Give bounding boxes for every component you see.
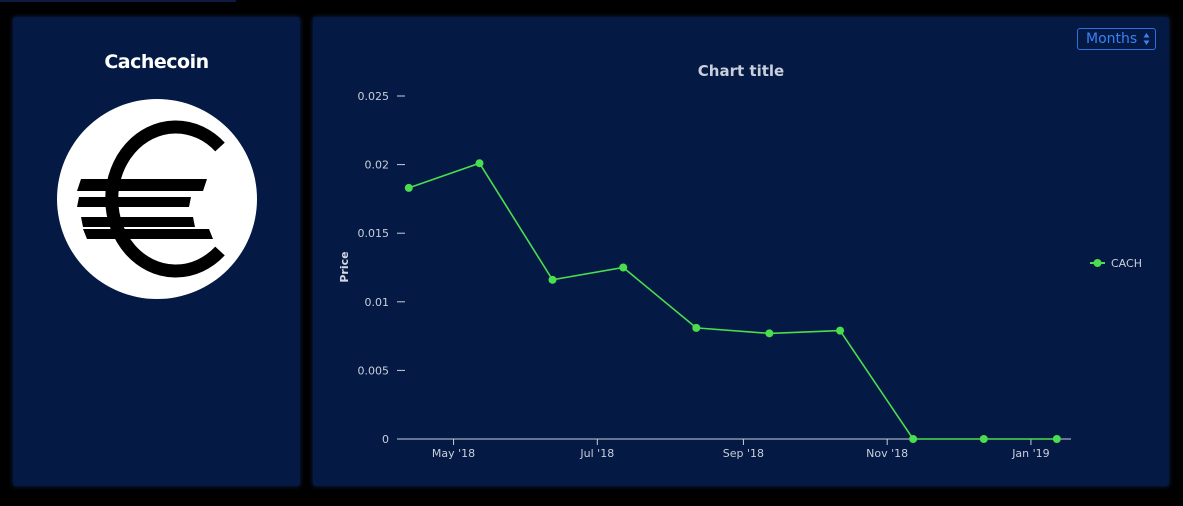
legend[interactable]: CACH: [1090, 257, 1142, 270]
data-point[interactable]: [765, 329, 774, 338]
chart-panel: Chart title Price 0 0.005 0.01 0.015 0.02 0.0…: [313, 17, 1169, 486]
data-point[interactable]: [909, 435, 918, 443]
data-point[interactable]: [548, 275, 557, 284]
data-point[interactable]: [836, 326, 845, 335]
chart-title: Chart title: [698, 62, 784, 80]
y-tick-label: 0.005: [358, 364, 390, 377]
y-axis-title: Price: [338, 251, 351, 282]
y-tick-label: 0: [382, 433, 389, 446]
data-point[interactable]: [1052, 435, 1061, 443]
x-tick-label: Sep '18: [723, 447, 764, 460]
data-point[interactable]: [404, 183, 413, 192]
top-strip: [0, 0, 236, 2]
y-axis: 0 0.005 0.01 0.015 0.02 0.025: [358, 90, 405, 446]
legend-label[interactable]: CACH: [1111, 257, 1142, 270]
coin-name: Cachecoin: [104, 51, 209, 73]
y-tick-label: 0.01: [365, 296, 390, 309]
y-tick-label: 0.025: [358, 90, 390, 103]
x-axis: May '18 Jul '18 Sep '18 Nov '18 Jan '19: [397, 438, 1071, 460]
data-point[interactable]: [692, 323, 701, 332]
x-tick-label: May '18: [432, 447, 475, 460]
x-tick-label: Nov '18: [866, 447, 908, 460]
coin-info-panel: Cachecoin: [13, 17, 300, 486]
data-point[interactable]: [619, 263, 628, 272]
data-point[interactable]: [475, 159, 484, 168]
series-layer: [404, 159, 1061, 443]
period-select-label: Months: [1086, 31, 1138, 47]
y-tick-label: 0.015: [358, 227, 390, 240]
data-point[interactable]: [979, 435, 988, 443]
x-tick-label: Jul '18: [579, 447, 614, 460]
euro-icon: [57, 99, 257, 299]
series-line-cach: [408, 162, 1057, 440]
select-arrows-icon: [1143, 33, 1150, 45]
price-chart: Chart title Price 0 0.005 0.01 0.015 0.02 0.0…: [338, 62, 1142, 460]
x-tick-label: Jan '19: [1011, 447, 1049, 460]
period-select[interactable]: Months: [1077, 28, 1156, 50]
legend-marker: [1093, 259, 1102, 267]
y-tick-label: 0.02: [365, 159, 390, 172]
